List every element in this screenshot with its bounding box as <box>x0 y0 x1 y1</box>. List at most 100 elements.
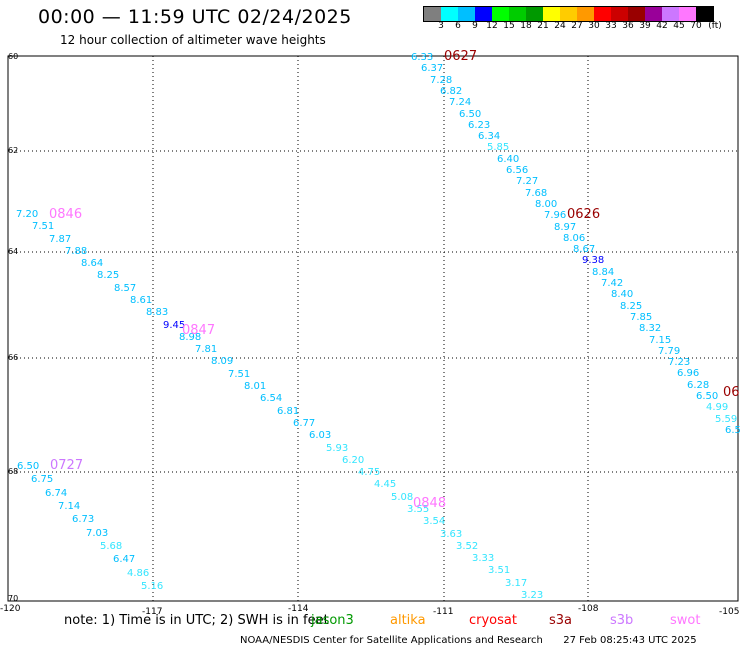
legend-swatch <box>594 7 611 21</box>
time-label: 0847 <box>182 323 216 338</box>
swh-value: 4.75 <box>358 467 381 478</box>
footer-credit: NOAA/NESDIS Center for Satellite Applica… <box>240 635 697 646</box>
lat-label: 70 <box>8 594 19 603</box>
swh-value: 5.59 <box>715 414 738 425</box>
legend-swatch <box>679 7 696 21</box>
satellite-jason3: jason3 <box>311 613 354 628</box>
swh-value: 3.33 <box>472 553 495 564</box>
footer-note: note: 1) Time is in UTC; 2) SWH is in fe… <box>64 613 329 628</box>
time-label: 0848 <box>413 496 447 511</box>
swh-value: 7.20 <box>16 209 39 220</box>
swh-value: 8.83 <box>146 307 169 318</box>
legend-swatch <box>543 7 560 21</box>
swh-value: 7.51 <box>32 221 55 232</box>
swh-value: 7.03 <box>86 528 109 539</box>
lon-label: -114 <box>288 604 309 614</box>
swh-value: 6.34 <box>478 131 501 142</box>
swh-value: 4.45 <box>374 479 397 490</box>
swh-value: 6.96 <box>677 368 700 379</box>
legend-swatch <box>560 7 577 21</box>
lat-label: 64 <box>8 247 19 256</box>
swh-value: 3.63 <box>440 529 463 540</box>
swh-value: 8.40 <box>611 289 634 300</box>
swh-value: 6.47 <box>113 554 136 565</box>
swh-value: 5.68 <box>100 541 123 552</box>
swh-value: 5.85 <box>487 142 510 153</box>
swh-value: 5.08 <box>391 492 414 503</box>
swh-value: 7.23 <box>668 357 691 368</box>
lon-label: -108 <box>578 604 599 614</box>
swh-value: 6.50 <box>459 109 482 120</box>
legend-label: 39 <box>639 21 651 31</box>
legend-label: 24 <box>554 21 566 31</box>
swh-value: 7.68 <box>525 188 548 199</box>
legend-swatch <box>611 7 628 21</box>
satellite-swot: swot <box>670 613 701 628</box>
swh-value: 7.14 <box>58 501 81 512</box>
swh-value: 7.27 <box>516 176 539 187</box>
swh-value: 9.38 <box>582 255 605 266</box>
swh-value: 7.87 <box>49 234 72 245</box>
swh-value: 6.81 <box>277 406 300 417</box>
swh-value: 8.06 <box>563 233 586 244</box>
legend-swatch <box>645 7 662 21</box>
time-label: 0846 <box>49 207 83 222</box>
swh-value: 3.55 <box>407 504 430 515</box>
time-label: 0727 <box>50 458 84 473</box>
satellite-s3a: s3a <box>549 613 573 628</box>
credit-timestamp: 27 Feb 08:25:43 UTC 2025 <box>563 635 697 646</box>
swh-value: 6.77 <box>293 418 316 429</box>
swh-value: 8.01 <box>244 381 267 392</box>
legend-label: 21 <box>537 21 549 31</box>
legend-label: 42 <box>656 21 668 31</box>
swh-value: 3.54 <box>423 516 446 527</box>
legend-label: 45 <box>673 21 685 31</box>
swh-value: 8.25 <box>97 270 120 281</box>
swh-value: 6.73 <box>72 514 95 525</box>
lat-label: 68 <box>8 467 19 476</box>
swh-value: 6.50 <box>17 461 40 472</box>
swh-value: 7.51 <box>228 369 251 380</box>
swh-value: 6.75 <box>31 474 54 485</box>
swh-value: 8.64 <box>81 258 104 269</box>
swh-value: 8.98 <box>179 332 202 343</box>
swh-value: 6.40 <box>497 154 520 165</box>
swh-value: 5.93 <box>326 443 349 454</box>
swh-value: 6.03 <box>309 430 332 441</box>
legend-swatch <box>696 7 713 21</box>
swh-value: 6.54 <box>260 393 283 404</box>
swh-value: 6.28 <box>687 380 710 391</box>
lat-label: 62 <box>8 146 19 155</box>
swh-value: 7.96 <box>544 210 567 221</box>
color-legend <box>423 6 714 22</box>
swh-value: 6.74 <box>45 488 68 499</box>
swh-value: 6.5 <box>725 425 740 436</box>
lon-label: -111 <box>433 607 454 617</box>
swh-value: 6.20 <box>342 455 365 466</box>
swh-value: 7.81 <box>195 344 218 355</box>
time-label: 06 <box>723 385 740 400</box>
legend-swatch <box>441 7 458 21</box>
legend-swatch <box>662 7 679 21</box>
credit-text: NOAA/NESDIS Center for Satellite Applica… <box>240 635 543 646</box>
swh-value: 5.16 <box>141 581 164 592</box>
legend-swatch <box>577 7 594 21</box>
lon-label: -120 <box>0 604 21 614</box>
time-label: 0626 <box>567 207 601 222</box>
legend-label: (ft) <box>708 21 722 31</box>
legend-label: 15 <box>503 21 515 31</box>
legend-label: 36 <box>622 21 634 31</box>
swh-value: 3.17 <box>505 578 528 589</box>
legend-label: 9 <box>472 21 478 31</box>
legend-swatch <box>424 7 441 21</box>
lon-label: -117 <box>142 607 163 617</box>
swh-value: 7.15 <box>649 335 672 346</box>
legend-label: 30 <box>588 21 600 31</box>
legend-label: 12 <box>486 21 498 31</box>
legend-swatch <box>458 7 475 21</box>
satellite-altika: altika <box>390 613 426 628</box>
swh-value: 3.51 <box>488 565 511 576</box>
swh-value: 8.67 <box>573 244 596 255</box>
legend-label: 70 <box>690 21 702 31</box>
swh-value: 8.97 <box>554 222 577 233</box>
